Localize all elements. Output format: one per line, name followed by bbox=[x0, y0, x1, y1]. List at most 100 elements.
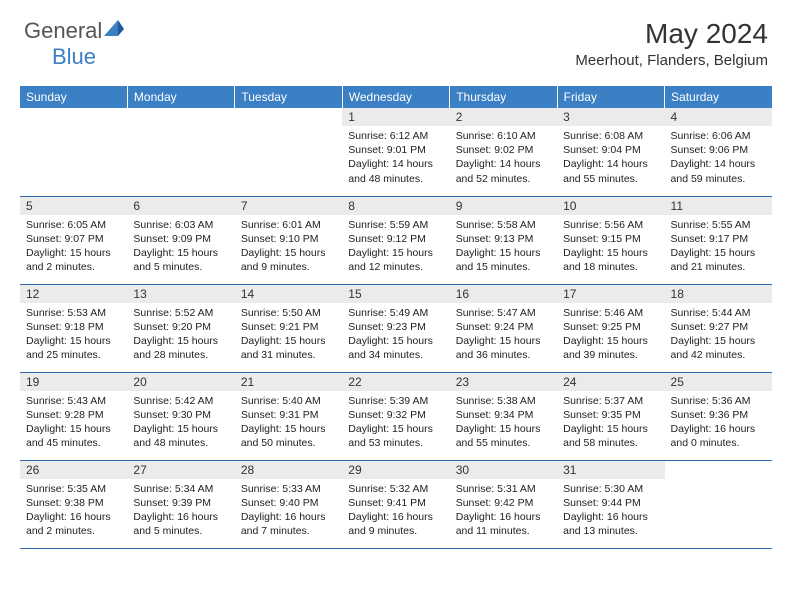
logo-triangle-icon bbox=[104, 20, 124, 38]
calendar-day: 10Sunrise: 5:56 AMSunset: 9:15 PMDayligh… bbox=[557, 196, 664, 284]
day-number: 11 bbox=[665, 197, 772, 215]
location-text: Meerhout, Flanders, Belgium bbox=[575, 52, 768, 69]
calendar-day: 13Sunrise: 5:52 AMSunset: 9:20 PMDayligh… bbox=[127, 284, 234, 372]
day-details: Sunrise: 6:01 AMSunset: 9:10 PMDaylight:… bbox=[235, 215, 342, 279]
logo: General Blue bbox=[24, 18, 102, 70]
calendar-empty bbox=[235, 108, 342, 196]
calendar-day: 30Sunrise: 5:31 AMSunset: 9:42 PMDayligh… bbox=[450, 460, 557, 548]
calendar-row: 26Sunrise: 5:35 AMSunset: 9:38 PMDayligh… bbox=[20, 460, 772, 548]
day-number: 9 bbox=[450, 197, 557, 215]
day-details: Sunrise: 5:46 AMSunset: 9:25 PMDaylight:… bbox=[557, 303, 664, 367]
day-number: 16 bbox=[450, 285, 557, 303]
day-details: Sunrise: 5:42 AMSunset: 9:30 PMDaylight:… bbox=[127, 391, 234, 455]
calendar-day: 19Sunrise: 5:43 AMSunset: 9:28 PMDayligh… bbox=[20, 372, 127, 460]
calendar-day: 25Sunrise: 5:36 AMSunset: 9:36 PMDayligh… bbox=[665, 372, 772, 460]
day-number: 12 bbox=[20, 285, 127, 303]
day-number: 5 bbox=[20, 197, 127, 215]
day-number: 10 bbox=[557, 197, 664, 215]
day-details: Sunrise: 6:12 AMSunset: 9:01 PMDaylight:… bbox=[342, 126, 449, 190]
day-number: 24 bbox=[557, 373, 664, 391]
day-details: Sunrise: 5:50 AMSunset: 9:21 PMDaylight:… bbox=[235, 303, 342, 367]
calendar-day: 15Sunrise: 5:49 AMSunset: 9:23 PMDayligh… bbox=[342, 284, 449, 372]
day-number: 17 bbox=[557, 285, 664, 303]
calendar-day: 8Sunrise: 5:59 AMSunset: 9:12 PMDaylight… bbox=[342, 196, 449, 284]
calendar-day: 1Sunrise: 6:12 AMSunset: 9:01 PMDaylight… bbox=[342, 108, 449, 196]
calendar-day: 11Sunrise: 5:55 AMSunset: 9:17 PMDayligh… bbox=[665, 196, 772, 284]
title-block: May 2024 Meerhout, Flanders, Belgium bbox=[575, 18, 768, 69]
calendar-row: 5Sunrise: 6:05 AMSunset: 9:07 PMDaylight… bbox=[20, 196, 772, 284]
day-number: 15 bbox=[342, 285, 449, 303]
day-details: Sunrise: 6:03 AMSunset: 9:09 PMDaylight:… bbox=[127, 215, 234, 279]
day-details: Sunrise: 5:38 AMSunset: 9:34 PMDaylight:… bbox=[450, 391, 557, 455]
day-details: Sunrise: 5:55 AMSunset: 9:17 PMDaylight:… bbox=[665, 215, 772, 279]
day-details: Sunrise: 5:34 AMSunset: 9:39 PMDaylight:… bbox=[127, 479, 234, 543]
day-number: 4 bbox=[665, 108, 772, 126]
page-header: General Blue May 2024 Meerhout, Flanders… bbox=[0, 0, 792, 78]
day-details: Sunrise: 5:37 AMSunset: 9:35 PMDaylight:… bbox=[557, 391, 664, 455]
day-header: Friday bbox=[557, 86, 664, 108]
day-details: Sunrise: 5:32 AMSunset: 9:41 PMDaylight:… bbox=[342, 479, 449, 543]
day-number: 19 bbox=[20, 373, 127, 391]
day-number: 8 bbox=[342, 197, 449, 215]
day-number: 14 bbox=[235, 285, 342, 303]
day-header: Monday bbox=[127, 86, 234, 108]
day-number: 22 bbox=[342, 373, 449, 391]
calendar-row: 1Sunrise: 6:12 AMSunset: 9:01 PMDaylight… bbox=[20, 108, 772, 196]
calendar-day: 14Sunrise: 5:50 AMSunset: 9:21 PMDayligh… bbox=[235, 284, 342, 372]
calendar-day: 22Sunrise: 5:39 AMSunset: 9:32 PMDayligh… bbox=[342, 372, 449, 460]
day-details: Sunrise: 5:47 AMSunset: 9:24 PMDaylight:… bbox=[450, 303, 557, 367]
day-details: Sunrise: 6:10 AMSunset: 9:02 PMDaylight:… bbox=[450, 126, 557, 190]
day-details: Sunrise: 5:30 AMSunset: 9:44 PMDaylight:… bbox=[557, 479, 664, 543]
day-details: Sunrise: 5:44 AMSunset: 9:27 PMDaylight:… bbox=[665, 303, 772, 367]
calendar-day: 16Sunrise: 5:47 AMSunset: 9:24 PMDayligh… bbox=[450, 284, 557, 372]
day-number: 20 bbox=[127, 373, 234, 391]
day-number: 26 bbox=[20, 461, 127, 479]
day-number: 1 bbox=[342, 108, 449, 126]
calendar-row: 19Sunrise: 5:43 AMSunset: 9:28 PMDayligh… bbox=[20, 372, 772, 460]
calendar-day: 17Sunrise: 5:46 AMSunset: 9:25 PMDayligh… bbox=[557, 284, 664, 372]
day-number: 29 bbox=[342, 461, 449, 479]
calendar-row: 12Sunrise: 5:53 AMSunset: 9:18 PMDayligh… bbox=[20, 284, 772, 372]
day-details: Sunrise: 5:49 AMSunset: 9:23 PMDaylight:… bbox=[342, 303, 449, 367]
day-details: Sunrise: 5:58 AMSunset: 9:13 PMDaylight:… bbox=[450, 215, 557, 279]
calendar-empty bbox=[127, 108, 234, 196]
day-number: 28 bbox=[235, 461, 342, 479]
calendar-head: SundayMondayTuesdayWednesdayThursdayFrid… bbox=[20, 86, 772, 108]
calendar-day: 9Sunrise: 5:58 AMSunset: 9:13 PMDaylight… bbox=[450, 196, 557, 284]
day-details: Sunrise: 5:56 AMSunset: 9:15 PMDaylight:… bbox=[557, 215, 664, 279]
day-number: 7 bbox=[235, 197, 342, 215]
day-details: Sunrise: 6:08 AMSunset: 9:04 PMDaylight:… bbox=[557, 126, 664, 190]
calendar-day: 24Sunrise: 5:37 AMSunset: 9:35 PMDayligh… bbox=[557, 372, 664, 460]
day-details: Sunrise: 5:36 AMSunset: 9:36 PMDaylight:… bbox=[665, 391, 772, 455]
day-number: 21 bbox=[235, 373, 342, 391]
day-details: Sunrise: 5:31 AMSunset: 9:42 PMDaylight:… bbox=[450, 479, 557, 543]
calendar-day: 28Sunrise: 5:33 AMSunset: 9:40 PMDayligh… bbox=[235, 460, 342, 548]
calendar-day: 4Sunrise: 6:06 AMSunset: 9:06 PMDaylight… bbox=[665, 108, 772, 196]
day-details: Sunrise: 5:43 AMSunset: 9:28 PMDaylight:… bbox=[20, 391, 127, 455]
day-details: Sunrise: 5:52 AMSunset: 9:20 PMDaylight:… bbox=[127, 303, 234, 367]
calendar-day: 26Sunrise: 5:35 AMSunset: 9:38 PMDayligh… bbox=[20, 460, 127, 548]
day-number: 31 bbox=[557, 461, 664, 479]
calendar-day: 31Sunrise: 5:30 AMSunset: 9:44 PMDayligh… bbox=[557, 460, 664, 548]
calendar-day: 3Sunrise: 6:08 AMSunset: 9:04 PMDaylight… bbox=[557, 108, 664, 196]
calendar-empty bbox=[20, 108, 127, 196]
calendar-day: 21Sunrise: 5:40 AMSunset: 9:31 PMDayligh… bbox=[235, 372, 342, 460]
day-details: Sunrise: 5:40 AMSunset: 9:31 PMDaylight:… bbox=[235, 391, 342, 455]
day-details: Sunrise: 5:53 AMSunset: 9:18 PMDaylight:… bbox=[20, 303, 127, 367]
calendar-day: 23Sunrise: 5:38 AMSunset: 9:34 PMDayligh… bbox=[450, 372, 557, 460]
calendar-day: 29Sunrise: 5:32 AMSunset: 9:41 PMDayligh… bbox=[342, 460, 449, 548]
day-number: 2 bbox=[450, 108, 557, 126]
calendar-day: 7Sunrise: 6:01 AMSunset: 9:10 PMDaylight… bbox=[235, 196, 342, 284]
logo-word1: General bbox=[24, 18, 102, 43]
day-number: 18 bbox=[665, 285, 772, 303]
calendar-day: 6Sunrise: 6:03 AMSunset: 9:09 PMDaylight… bbox=[127, 196, 234, 284]
day-number: 30 bbox=[450, 461, 557, 479]
day-number: 13 bbox=[127, 285, 234, 303]
calendar-table: SundayMondayTuesdayWednesdayThursdayFrid… bbox=[20, 86, 772, 549]
calendar-day: 2Sunrise: 6:10 AMSunset: 9:02 PMDaylight… bbox=[450, 108, 557, 196]
calendar-day: 18Sunrise: 5:44 AMSunset: 9:27 PMDayligh… bbox=[665, 284, 772, 372]
day-details: Sunrise: 5:33 AMSunset: 9:40 PMDaylight:… bbox=[235, 479, 342, 543]
calendar-empty bbox=[665, 460, 772, 548]
day-details: Sunrise: 6:05 AMSunset: 9:07 PMDaylight:… bbox=[20, 215, 127, 279]
day-details: Sunrise: 5:59 AMSunset: 9:12 PMDaylight:… bbox=[342, 215, 449, 279]
